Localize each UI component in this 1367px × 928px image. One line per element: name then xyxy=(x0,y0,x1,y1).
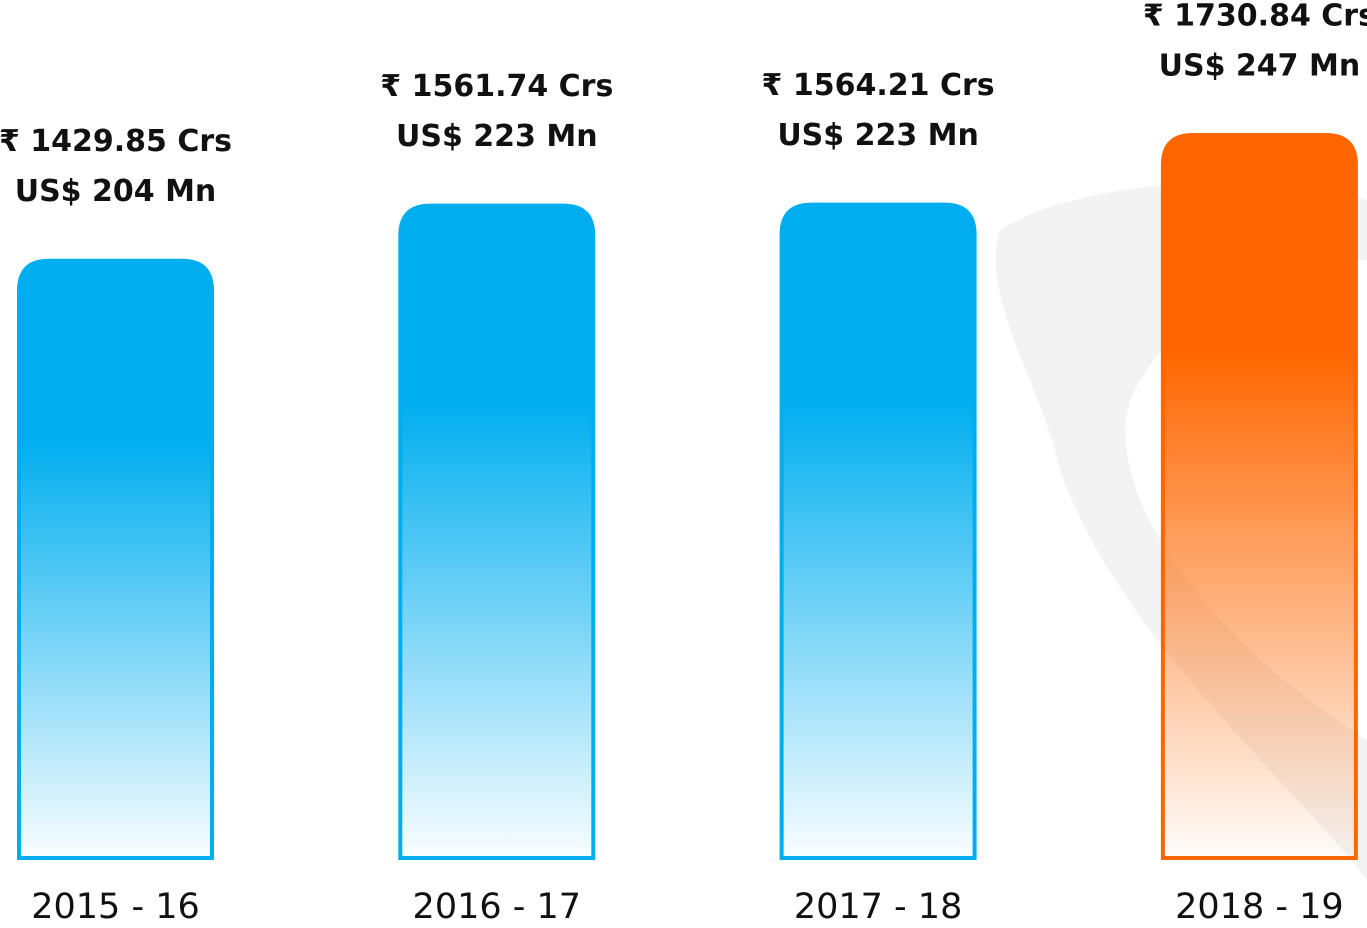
x-tick-label: 2016 - 17 xyxy=(413,887,582,927)
usd-label: US$ 247 Mn xyxy=(1159,49,1361,84)
value-label: ₹ 1561.74 Crs xyxy=(380,69,613,104)
x-tick-label: 2015 - 16 xyxy=(31,887,200,927)
value-label: ₹ 1564.21 Crs xyxy=(762,68,995,103)
bar xyxy=(779,202,977,860)
x-tick-label: 2018 - 19 xyxy=(1175,887,1344,927)
bar xyxy=(1160,133,1358,860)
bar xyxy=(398,203,596,860)
usd-label: US$ 204 Mn xyxy=(15,174,217,209)
value-label: ₹ 1429.85 Crs xyxy=(0,124,232,159)
usd-label: US$ 223 Mn xyxy=(396,119,598,154)
bar xyxy=(17,258,214,860)
value-label: ₹ 1730.84 Crs xyxy=(1143,0,1367,34)
x-tick-label: 2017 - 18 xyxy=(794,887,963,927)
usd-label: US$ 223 Mn xyxy=(777,118,979,153)
